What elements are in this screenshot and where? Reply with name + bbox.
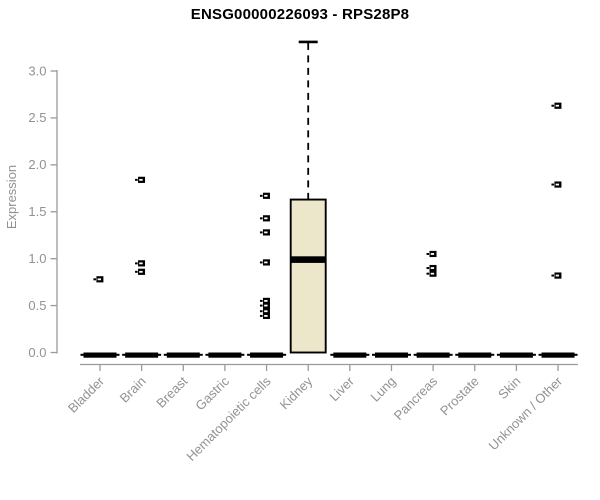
zero-median-bar-liver: [333, 352, 367, 358]
point-nub: [259, 310, 263, 313]
point-nub: [259, 217, 263, 220]
point-center: [264, 217, 268, 220]
point-center: [264, 304, 268, 307]
zero-median-bar-prostate: [458, 352, 492, 358]
point-center: [139, 270, 143, 273]
y-tick-label: 0.0: [28, 345, 46, 360]
zero-median-bar-brain: [125, 352, 159, 358]
point-nub: [259, 261, 263, 264]
point-center: [430, 267, 435, 269]
point-center: [555, 274, 560, 277]
point-center: [555, 104, 560, 107]
x-tick-label-pancreas: Pancreas: [391, 373, 441, 423]
box-kidney: [289, 198, 327, 354]
point-center: [97, 278, 101, 281]
zero-median-bar-bladder: [83, 352, 117, 358]
x-tick-label-skin: Skin: [495, 374, 523, 402]
zero-median-bar-lung: [374, 352, 408, 358]
zero-median-bar-unknown-other: [541, 352, 575, 358]
point-nub: [259, 231, 263, 234]
zero-median-bar-breast: [166, 352, 200, 358]
y-tick-label: 1.5: [28, 204, 46, 219]
point-center: [555, 183, 560, 186]
point-nub: [259, 299, 263, 302]
y-tick-label: 3.0: [28, 63, 46, 78]
x-tick-label-liver: Liver: [326, 373, 357, 404]
point-nub: [93, 278, 96, 281]
point-nub: [135, 178, 138, 181]
y-tick-label: 2.5: [28, 110, 46, 125]
zero-median-bar-hematopoietic-cells: [250, 352, 284, 358]
x-tick-label-bladder: Bladder: [65, 373, 108, 416]
zero-median-bar-gastric: [208, 352, 242, 358]
point-center: [264, 299, 268, 302]
x-tick-label-gastric: Gastric: [192, 373, 232, 413]
x-tick-label-unknown-other: Unknown / Other: [486, 373, 566, 453]
x-tick-label-kidney: Kidney: [277, 373, 316, 412]
point-center: [264, 194, 268, 197]
x-tick-label-breast: Breast: [153, 373, 190, 410]
median-line-kidney: [290, 256, 326, 263]
chart-title: ENSG00000226093 - RPS28P8: [190, 6, 410, 23]
point-nub: [426, 252, 430, 255]
point-center: [264, 310, 268, 313]
point-center: [430, 253, 435, 255]
point-nub: [259, 314, 263, 317]
zero-median-bar-skin: [499, 352, 533, 358]
y-axis-title: Expression: [4, 165, 19, 229]
x-tick-label-brain: Brain: [117, 374, 149, 406]
point-nub: [135, 262, 138, 265]
point-nub: [259, 304, 263, 307]
point-center: [139, 178, 143, 181]
y-tick-label: 2.0: [28, 157, 46, 172]
point-nub: [551, 183, 555, 186]
y-tick-label: 1.0: [28, 251, 46, 266]
point-nub: [426, 272, 430, 275]
point-nub: [551, 274, 555, 277]
zero-median-bar-pancreas: [416, 352, 450, 358]
x-tick-label-lung: Lung: [368, 374, 399, 405]
point-center: [264, 315, 268, 317]
point-center: [264, 231, 268, 234]
x-tick-label-prostate: Prostate: [437, 374, 482, 419]
point-nub: [259, 194, 263, 197]
point-center: [430, 272, 435, 275]
point-nub: [426, 267, 430, 270]
point-center: [264, 261, 268, 264]
point-center: [139, 262, 143, 265]
point-nub: [551, 104, 555, 107]
point-nub: [135, 270, 138, 273]
y-tick-label: 0.5: [28, 298, 46, 313]
